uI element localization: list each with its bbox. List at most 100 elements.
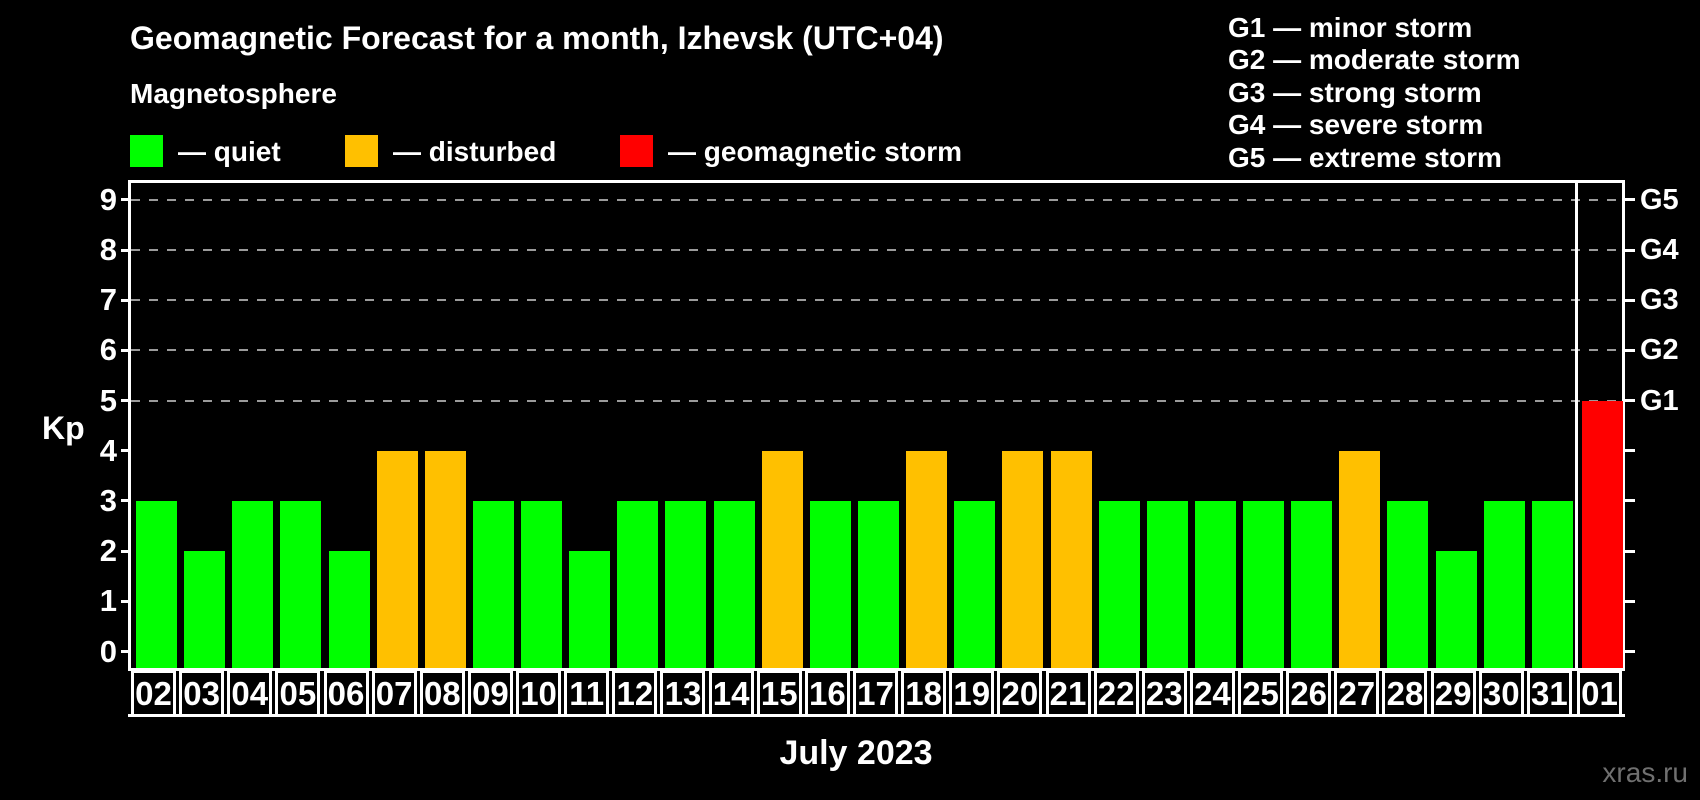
bar-day-23 (1146, 500, 1188, 668)
bar-day-01 (1581, 400, 1623, 668)
y-tick-right-2 (1625, 549, 1635, 553)
bar-day-14 (713, 500, 755, 668)
day-cell-07: 07 (371, 670, 417, 717)
y-tick-right-6 (1625, 348, 1635, 352)
gridline-kp-8 (131, 249, 1622, 252)
g-axis-label-G4: G4 (1640, 234, 1679, 267)
bar-day-24 (1194, 500, 1236, 668)
day-cell-10: 10 (516, 670, 562, 717)
y-tick-label-0: 0 (99, 633, 117, 669)
day-cell-24: 24 (1189, 670, 1235, 717)
day-cell-12: 12 (612, 670, 658, 717)
day-cell-29: 29 (1430, 670, 1476, 717)
y-tick-right-5 (1625, 399, 1635, 403)
y-axis-title: Kp (42, 410, 85, 446)
y-tick-left-2 (121, 549, 131, 553)
y-tick-right-7 (1625, 298, 1635, 302)
legend-swatch-storm (620, 135, 653, 167)
storm-scale-line-G3: G3 — strong storm (1228, 76, 1482, 108)
day-cell-08: 08 (419, 670, 465, 717)
bar-day-29 (1435, 551, 1477, 668)
day-cell-05: 05 (275, 670, 321, 717)
x-axis-title: July 2023 (779, 734, 933, 772)
day-cell-15: 15 (756, 670, 802, 717)
gridline-kp-5 (131, 399, 1622, 402)
storm-scale-line-G1: G1 — minor storm (1228, 12, 1473, 43)
day-cell-02: 02 (131, 670, 176, 717)
y-tick-label-7: 7 (99, 282, 117, 318)
y-tick-label-5: 5 (99, 382, 117, 418)
bar-day-04 (232, 500, 274, 668)
day-cell-04: 04 (227, 670, 273, 717)
day-cell-14: 14 (708, 670, 754, 717)
y-tick-label-2: 2 (99, 533, 117, 569)
g-axis-label-G2: G2 (1640, 334, 1679, 367)
day-cell-30: 30 (1478, 670, 1524, 717)
bar-day-28 (1387, 500, 1429, 668)
chart-title: Geomagnetic Forecast for a month, Izhevs… (130, 20, 944, 56)
day-cell-18: 18 (901, 670, 947, 717)
g-axis-label-G3: G3 (1640, 284, 1679, 317)
y-tick-left-9 (121, 198, 131, 202)
y-tick-right-0 (1625, 650, 1635, 653)
bar-day-17 (857, 500, 899, 668)
y-tick-left-6 (121, 348, 131, 352)
y-tick-right-1 (1625, 599, 1635, 603)
day-cell-17: 17 (852, 670, 898, 717)
bar-day-27 (1339, 450, 1381, 668)
day-cell-11: 11 (564, 670, 610, 717)
y-tick-label-9: 9 (99, 181, 117, 217)
bar-day-26 (1291, 500, 1333, 668)
y-tick-right-4 (1625, 449, 1635, 453)
day-cell-03: 03 (179, 670, 225, 717)
day-cell-26: 26 (1286, 670, 1332, 717)
bar-day-08 (424, 450, 466, 668)
legend-label-storm: — geomagnetic storm (668, 136, 963, 167)
bar-day-09 (472, 500, 514, 668)
legend-label-disturbed: — disturbed (393, 136, 557, 167)
legend-label-quiet: — quiet (178, 136, 281, 167)
bar-day-12 (617, 500, 659, 668)
day-cell-28: 28 (1382, 670, 1428, 717)
day-cell-19: 19 (949, 670, 995, 717)
y-tick-left-8 (121, 248, 131, 252)
magnetosphere-label: Magnetosphere (130, 78, 337, 109)
bar-day-31 (1531, 500, 1573, 668)
bar-day-06 (328, 551, 370, 668)
gridline-kp-7 (131, 299, 1622, 302)
forecast-divider (1575, 183, 1578, 668)
storm-scale-line-G4: G4 — severe storm (1228, 109, 1484, 141)
storm-scale-line-G5: G5 — extreme storm (1228, 141, 1502, 173)
bar-day-10 (521, 500, 563, 668)
bar-day-21 (1050, 450, 1092, 668)
day-cell-06: 06 (323, 670, 369, 717)
bar-day-30 (1483, 500, 1525, 668)
y-tick-label-1: 1 (99, 583, 117, 619)
bar-day-25 (1243, 500, 1285, 668)
y-tick-label-6: 6 (99, 332, 117, 368)
day-cell-20: 20 (997, 670, 1043, 717)
bar-day-11 (569, 551, 611, 668)
gridline-kp-9 (131, 198, 1622, 201)
bar-day-18 (906, 450, 948, 668)
day-cell-22: 22 (1093, 670, 1139, 717)
bar-day-03 (184, 551, 226, 668)
y-tick-label-4: 4 (99, 432, 117, 468)
bar-day-15 (761, 450, 803, 668)
day-cell-31: 31 (1526, 670, 1572, 717)
legend-swatch-disturbed (345, 135, 378, 167)
bar-day-20 (1002, 450, 1044, 668)
bar-day-02 (136, 500, 177, 668)
y-tick-label-3: 3 (99, 482, 117, 518)
y-tick-left-0 (121, 650, 131, 653)
watermark: xras.ru (1602, 757, 1688, 788)
day-cell-09: 09 (467, 670, 513, 717)
legend-swatch-quiet (130, 135, 163, 167)
bar-day-07 (376, 450, 418, 668)
y-tick-left-5 (121, 399, 131, 403)
y-tick-left-1 (121, 599, 131, 603)
day-cell-16: 16 (804, 670, 850, 717)
plot-area (128, 180, 1625, 671)
day-cell-25: 25 (1238, 670, 1284, 717)
